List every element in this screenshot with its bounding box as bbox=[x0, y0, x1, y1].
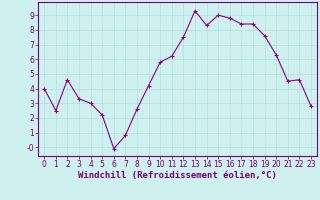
X-axis label: Windchill (Refroidissement éolien,°C): Windchill (Refroidissement éolien,°C) bbox=[78, 171, 277, 180]
